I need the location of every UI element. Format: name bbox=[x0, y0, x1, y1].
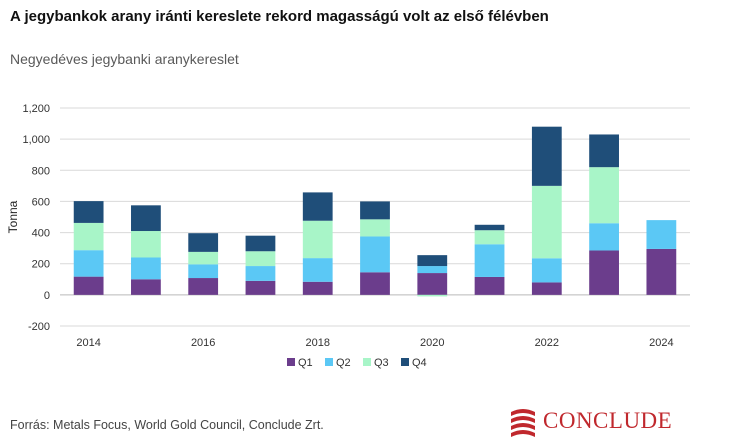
bar-q2-2016 bbox=[188, 264, 219, 279]
conclude-logo-icon bbox=[511, 409, 535, 437]
x-tick-label: 2016 bbox=[191, 337, 215, 349]
bar-q1-2015 bbox=[131, 279, 161, 295]
bar-q1-2024 bbox=[646, 248, 677, 295]
bar-q1-2016 bbox=[188, 278, 219, 295]
bar-q3-2023 bbox=[589, 167, 619, 224]
bar-q1-2022 bbox=[531, 282, 562, 295]
bar-q2-2019 bbox=[360, 236, 390, 273]
bar-q2-2023 bbox=[589, 223, 619, 251]
y-tick-label: -200 bbox=[28, 321, 50, 333]
legend-swatch-q4 bbox=[401, 358, 409, 366]
y-tick-label: 200 bbox=[32, 259, 50, 271]
chart-area: -200 0 200 400 600 800 1,000 1,200 Tonna 2014 2016… bbox=[6, 103, 690, 369]
y-tick-label: 400 bbox=[32, 228, 50, 240]
bar-q4-2015 bbox=[131, 205, 161, 232]
bar-q4-2016 bbox=[188, 233, 219, 252]
bar-q1-2019 bbox=[360, 272, 390, 295]
y-tick-label: 600 bbox=[32, 196, 50, 208]
bar-q3-2014 bbox=[73, 222, 104, 251]
bar-q3-2020 bbox=[417, 294, 448, 297]
bar-q2-2018 bbox=[302, 258, 333, 282]
bar-q2-2021 bbox=[474, 244, 505, 277]
bar-q3-2015 bbox=[131, 231, 161, 258]
bar-q3-2021 bbox=[474, 230, 505, 245]
x-tick-label: 2022 bbox=[535, 337, 559, 349]
legend-swatch-q3 bbox=[363, 358, 371, 366]
bar-q3-2019 bbox=[360, 219, 390, 237]
legend-label-q2: Q2 bbox=[336, 357, 351, 369]
bar-q4-2023 bbox=[589, 134, 619, 168]
x-tick-label: 2024 bbox=[649, 337, 673, 349]
bar-q4-2021 bbox=[474, 224, 505, 231]
y-tick-label: 1,200 bbox=[22, 103, 50, 115]
legend-swatch-q1 bbox=[287, 358, 295, 366]
legend-label-q4: Q4 bbox=[412, 357, 427, 369]
legend-label-q1: Q1 bbox=[298, 357, 313, 369]
y-axis-label: Tonna bbox=[6, 200, 20, 233]
bar-q1-2020 bbox=[417, 273, 448, 295]
bar-q2-2024 bbox=[646, 220, 677, 249]
legend-swatch-q2 bbox=[325, 358, 333, 366]
bar-q3-2022 bbox=[531, 185, 562, 259]
legend-label-q3: Q3 bbox=[374, 357, 389, 369]
bar-q1-2021 bbox=[474, 276, 505, 295]
bar-q1-2017 bbox=[245, 280, 276, 295]
bar-q3-2018 bbox=[302, 220, 333, 259]
bar-q4-2022 bbox=[531, 126, 562, 186]
bar-q4-2019 bbox=[360, 201, 390, 220]
bar-q4-2017 bbox=[245, 235, 276, 252]
bar-q4-2014 bbox=[73, 201, 104, 223]
chart-subtitle: Negyedéves jegybanki aranykereslet bbox=[10, 51, 239, 67]
x-tick-label: 2014 bbox=[76, 337, 100, 349]
logo-text: CONCLUDE bbox=[543, 408, 673, 433]
y-tick-label: 1,000 bbox=[22, 134, 50, 146]
bar-q4-2018 bbox=[302, 192, 333, 221]
bar-q3-2016 bbox=[188, 251, 219, 265]
x-tick-label: 2018 bbox=[305, 337, 329, 349]
bar-q2-2022 bbox=[531, 258, 562, 283]
chart-title: A jegybankok arany iránti kereslete reko… bbox=[10, 8, 549, 25]
bar-q2-2020 bbox=[417, 266, 448, 274]
bar-q2-2015 bbox=[131, 257, 161, 280]
source-note: Forrás: Metals Focus, World Gold Council… bbox=[10, 418, 324, 432]
bar-q2-2014 bbox=[73, 250, 104, 277]
bar-q1-2014 bbox=[73, 276, 104, 295]
y-tick-label: 800 bbox=[32, 165, 50, 177]
bar-q1-2023 bbox=[589, 250, 619, 295]
conclude-logo: CONCLUDE bbox=[507, 406, 707, 438]
bar-q3-2017 bbox=[245, 251, 276, 267]
bar-q1-2018 bbox=[302, 281, 333, 295]
bar-q4-2020 bbox=[417, 255, 448, 267]
x-tick-label: 2020 bbox=[420, 337, 444, 349]
y-tick-label: 0 bbox=[44, 290, 50, 302]
bar-q2-2017 bbox=[245, 266, 276, 281]
